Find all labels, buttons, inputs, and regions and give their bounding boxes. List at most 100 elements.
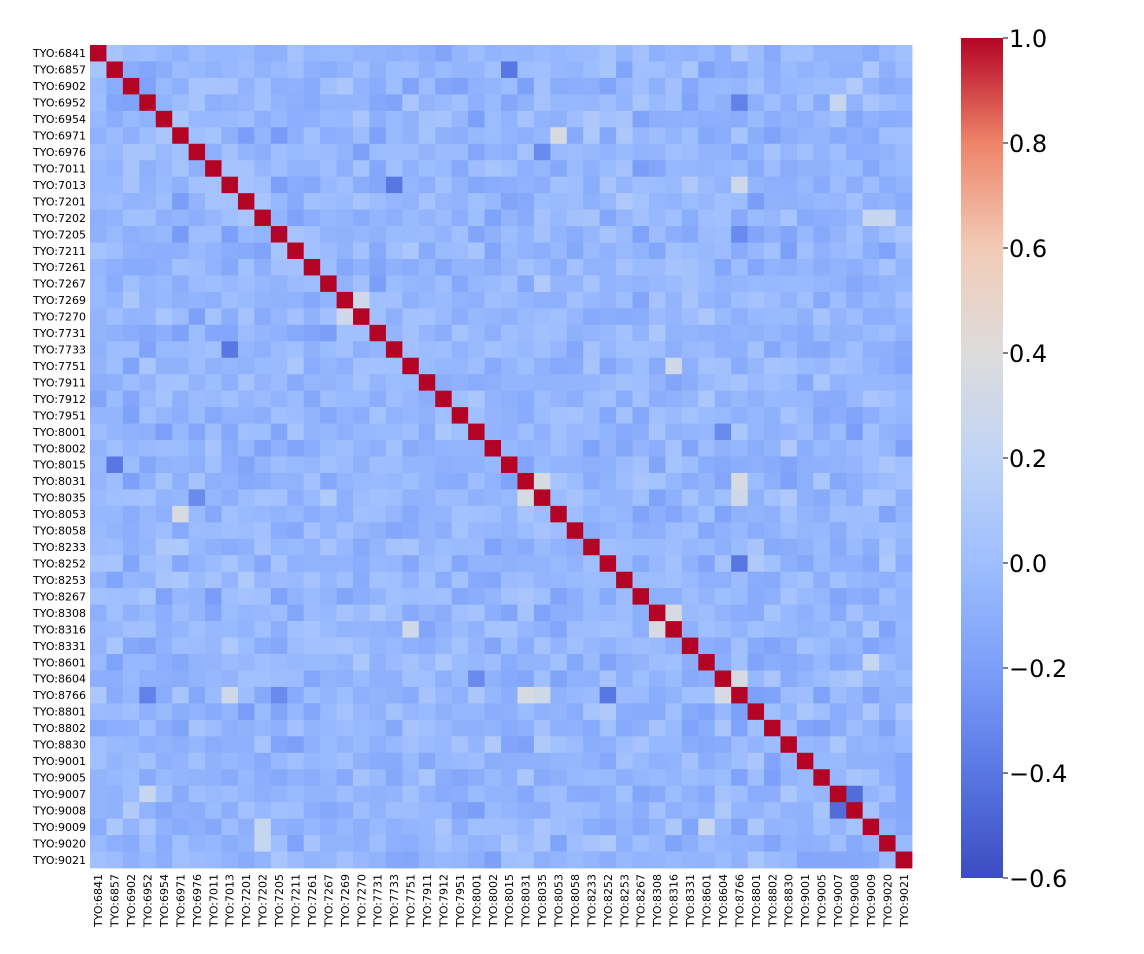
heatmap-cell — [517, 160, 535, 178]
heatmap-cell — [402, 835, 420, 852]
heatmap-cell — [188, 489, 206, 507]
heatmap-cell — [780, 736, 798, 754]
heatmap-cell — [829, 357, 847, 375]
heatmap-cell — [632, 604, 650, 622]
heatmap-cell — [599, 686, 617, 704]
heatmap-cell — [336, 752, 354, 770]
heatmap-cell — [451, 143, 469, 161]
heatmap-cell — [188, 818, 206, 836]
x-tick-label: TYO:8233 — [585, 874, 598, 928]
heatmap-cell — [698, 176, 716, 194]
heatmap-cell — [254, 209, 272, 227]
heatmap-cell — [780, 341, 798, 359]
heatmap-cell — [714, 440, 732, 457]
heatmap-cell — [254, 94, 272, 112]
heatmap-cell — [566, 654, 584, 671]
heatmap-cell — [254, 818, 272, 836]
heatmap-cell — [155, 242, 173, 260]
heatmap-cell — [681, 423, 699, 441]
heatmap-cell — [336, 193, 354, 210]
heatmap-cell — [385, 160, 403, 178]
heatmap-cell — [747, 242, 765, 260]
heatmap-cell — [484, 588, 502, 606]
heatmap-cell — [139, 818, 157, 836]
heatmap-cell — [501, 637, 518, 655]
x-tick-label: TYO:8316 — [668, 874, 681, 928]
heatmap-cell — [879, 588, 896, 606]
heatmap-cell — [468, 835, 485, 852]
heatmap-cell — [796, 489, 814, 507]
heatmap-cell — [517, 686, 535, 704]
heatmap-cell — [468, 621, 485, 638]
heatmap-cell — [90, 538, 107, 556]
heatmap-cell — [698, 308, 716, 326]
heatmap-cell — [846, 571, 864, 589]
heatmap-cell — [566, 555, 584, 573]
heatmap-cell — [254, 374, 272, 392]
heatmap-cell — [287, 654, 305, 671]
heatmap-cell — [270, 456, 288, 474]
heatmap-cell — [484, 440, 502, 457]
heatmap-cell — [731, 489, 748, 507]
heatmap-cell — [484, 324, 502, 342]
heatmap-cell — [451, 670, 469, 688]
heatmap-cell — [172, 686, 190, 704]
heatmap-cell — [435, 357, 453, 375]
heatmap-cell — [369, 423, 387, 441]
heatmap-cell — [665, 736, 683, 754]
heatmap-cell — [846, 341, 864, 359]
heatmap-cell — [846, 94, 864, 112]
heatmap-cell — [435, 160, 453, 178]
heatmap-cell — [501, 374, 518, 392]
heatmap-cell — [270, 275, 288, 293]
heatmap-cell — [237, 275, 255, 293]
heatmap-cell — [780, 571, 798, 589]
y-tick-label: TYO:9005 — [32, 771, 86, 784]
heatmap-cell — [402, 226, 420, 243]
heatmap-cell — [566, 818, 584, 836]
heatmap-cell — [106, 785, 124, 803]
heatmap-cell — [780, 407, 798, 424]
heatmap-cell — [895, 489, 913, 507]
heatmap-cell — [747, 785, 765, 803]
heatmap-cell — [254, 45, 272, 62]
heatmap-cell — [583, 258, 601, 276]
heatmap-cell — [583, 226, 601, 243]
heatmap-cell — [533, 802, 551, 820]
heatmap-cell — [648, 719, 666, 737]
heatmap-cell — [418, 176, 436, 194]
y-tick-label: TYO:7951 — [32, 409, 86, 422]
heatmap-cell — [237, 703, 255, 721]
heatmap-cell — [435, 176, 453, 194]
heatmap-cell — [122, 588, 140, 606]
heatmap-cell — [139, 390, 157, 408]
heatmap-cell — [106, 752, 124, 770]
heatmap-cell — [221, 110, 239, 128]
heatmap-cell — [435, 275, 453, 293]
heatmap-cell — [501, 522, 518, 540]
heatmap-cell — [780, 654, 798, 671]
heatmap-cell — [484, 77, 502, 95]
heatmap-cell — [188, 769, 206, 787]
heatmap-cell — [303, 127, 321, 145]
heatmap-cell — [336, 588, 354, 606]
heatmap-cell — [517, 324, 535, 342]
heatmap-cell — [714, 785, 732, 803]
heatmap-cell — [122, 94, 140, 112]
heatmap-cell — [895, 637, 913, 655]
x-tick-label: TYO:7733 — [388, 874, 401, 928]
heatmap-cell — [254, 407, 272, 424]
heatmap-cell — [221, 621, 239, 638]
heatmap-cell — [517, 456, 535, 474]
heatmap-cell — [648, 193, 666, 210]
heatmap-cell — [106, 258, 124, 276]
heatmap-cell — [303, 736, 321, 754]
heatmap-cell — [172, 160, 190, 178]
x-tick-label: TYO:9007 — [832, 874, 845, 928]
heatmap-cell — [402, 571, 420, 589]
y-tick-label: TYO:7013 — [32, 179, 86, 192]
heatmap-cell — [468, 802, 485, 820]
heatmap-cell — [221, 258, 239, 276]
heatmap-cell — [435, 258, 453, 276]
heatmap-cell — [764, 209, 781, 227]
